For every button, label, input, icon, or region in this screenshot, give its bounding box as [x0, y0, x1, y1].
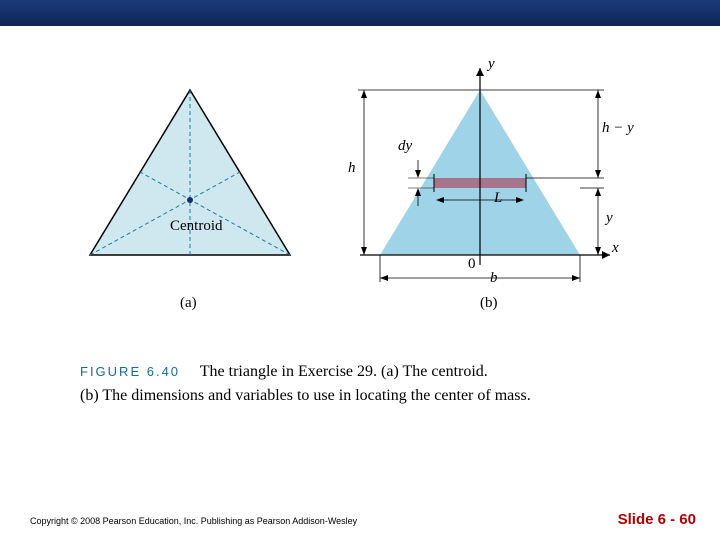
caption-line-1: The triangle in Exercise 29. (a) The cen… — [200, 363, 488, 380]
copyright-text: Copyright © 2008 Pearson Education, Inc.… — [30, 516, 357, 526]
caption-line-2: (b) The dimensions and variables to use … — [80, 387, 531, 404]
x-arrow — [602, 251, 610, 259]
h-arrow-b — [361, 247, 367, 255]
panel-b-svg — [350, 60, 640, 300]
yr-arrow-t — [595, 188, 601, 196]
top-bar — [0, 0, 720, 26]
b-arrow-r — [572, 275, 580, 281]
panel-b-sublabel: (b) — [480, 295, 498, 312]
hmy-arrow-b — [595, 170, 601, 178]
panel-a-sublabel: (a) — [180, 295, 197, 312]
y-arrow — [476, 68, 484, 76]
h-arrow-t — [361, 90, 367, 98]
hmy-arrow-t — [595, 90, 601, 98]
centroid-dot — [187, 197, 193, 203]
dy-top-arrow — [415, 170, 421, 178]
slide-number: Slide 6 - 60 — [618, 511, 696, 528]
dy-label: dy — [398, 138, 412, 155]
figure-area: Centroid (a) — [80, 60, 640, 340]
y-right-label: y — [606, 210, 613, 227]
L-label: L — [494, 190, 502, 207]
b-arrow-l — [380, 275, 388, 281]
hmy-label: h − y — [602, 120, 634, 137]
yr-arrow-b — [595, 247, 601, 255]
figure-number: FIGURE 6.40 — [80, 364, 180, 379]
zero-label: 0 — [468, 256, 476, 273]
x-axis-label: x — [612, 240, 619, 257]
panel-a: Centroid (a) — [80, 60, 310, 320]
b-label: b — [490, 270, 498, 287]
centroid-label: Centroid — [170, 218, 223, 235]
y-axis-label: y — [488, 56, 495, 73]
h-label: h — [348, 160, 356, 177]
panel-a-svg — [80, 60, 310, 290]
panel-b: y x h dy h − y L 0 b y (b) — [350, 60, 640, 320]
figure-caption: FIGURE 6.40 The triangle in Exercise 29.… — [80, 360, 640, 408]
